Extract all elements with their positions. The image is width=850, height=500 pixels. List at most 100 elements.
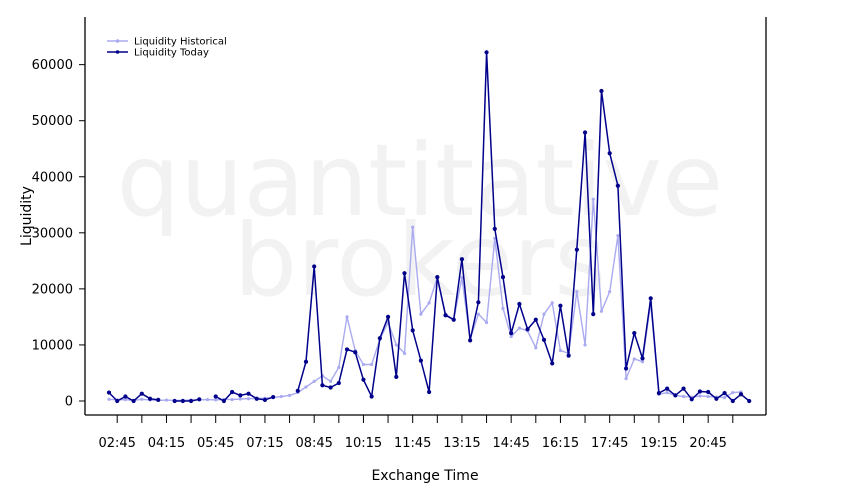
data-point [443,313,448,318]
data-point [427,301,431,305]
series-line [174,398,200,402]
data-point [616,234,620,238]
data-point [369,394,374,399]
data-point [706,394,710,399]
data-point [262,397,268,402]
data-point [353,350,358,355]
data-point [640,360,645,364]
data-point [722,391,727,396]
data-point [180,398,185,404]
legend-marker [115,50,120,54]
data-point [172,398,177,404]
data-point [394,343,398,347]
data-point [591,311,596,317]
data-point [722,396,727,400]
data-point [517,301,522,307]
data-point [411,225,415,229]
data-point [221,398,227,404]
x-tick-label: 13:15 [443,436,480,451]
data-point [435,275,440,280]
data-point [385,314,391,320]
x-tick-label: 10:15 [345,436,382,451]
axes: 0 10000 20000 30000 40000 50000 60000 02:45 04:1… [32,17,767,451]
data-point [213,394,218,399]
data-point [632,357,636,361]
data-point [418,358,423,363]
data-point [541,337,547,342]
data-point [525,327,530,332]
data-point [156,397,161,402]
data-point [582,130,588,135]
data-point [550,361,555,366]
data-point [476,312,480,316]
data-point [731,390,735,395]
data-point [509,331,514,336]
data-point [492,226,497,231]
data-point [550,301,554,305]
data-point [238,397,242,401]
data-point [328,385,333,390]
x-tick-label: 14:45 [492,436,529,451]
data-point [738,392,744,397]
data-point [205,397,210,402]
data-point [164,398,169,402]
data-point [287,393,292,397]
data-point [312,379,316,383]
data-point [107,397,111,401]
data-point [706,389,711,395]
data-point [533,317,538,322]
x-tick-label: 07:15 [246,436,283,451]
data-point [419,312,423,316]
data-point [402,271,407,276]
data-point [615,183,620,188]
data-point [673,393,678,398]
data-point [476,300,481,305]
data-point [665,390,669,395]
data-point [303,359,309,364]
data-point [361,377,366,382]
data-point [534,346,538,350]
y-tick-label: 50000 [32,114,73,129]
data-point [599,309,604,313]
data-point [131,398,136,404]
data-point [656,391,662,396]
data-point [501,306,505,311]
watermark-line-1: quantitative [117,122,724,239]
data-point [140,397,144,401]
data-point [574,247,579,252]
data-point [115,398,120,404]
data-point [188,398,194,404]
data-point [230,389,235,395]
y-tick-label: 40000 [32,170,73,185]
data-point [370,362,374,367]
data-point [361,362,366,367]
data-point [377,336,382,341]
legend-marker [115,39,120,43]
x-tick-label: 19:15 [640,436,677,451]
data-point [623,366,629,371]
data-point [271,394,276,400]
legend-label: Liquidity Today [134,48,209,59]
data-point [410,328,415,333]
data-point [599,88,604,94]
data-point [304,385,308,389]
x-tick-label: 05:45 [197,436,234,451]
data-point [246,391,251,396]
x-tick-label: 02:45 [98,436,135,451]
data-point [147,396,153,401]
x-axis-title: Exchange Time [371,468,478,484]
series-today [106,50,752,404]
data-point [451,317,456,322]
data-point [214,398,218,402]
data-point [747,398,752,404]
data-point [484,50,489,55]
data-point [230,397,234,402]
legend-label: Liquidity Historical [134,37,227,48]
y-tick-label: 0 [65,394,73,409]
data-point [345,315,349,319]
data-point [558,348,563,353]
data-point [238,393,243,398]
